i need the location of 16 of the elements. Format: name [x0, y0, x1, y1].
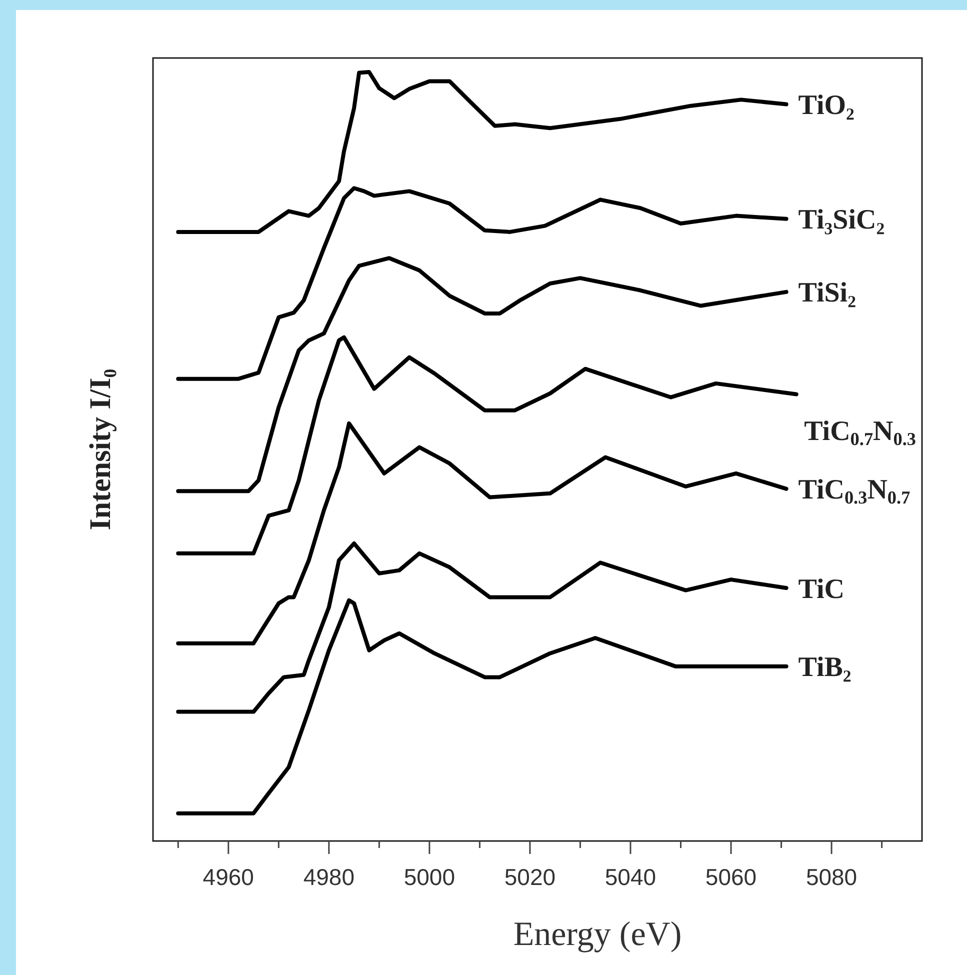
series-label: TiC$_{0.7}$N$_{0.3}$	[804, 416, 916, 450]
series-label: TiC$_{0.3}$N$_{0.7}$	[798, 474, 910, 508]
series-label: Ti₃SiC₂	[798, 204, 885, 236]
y-axis-title: Intensity I/I₀	[84, 368, 117, 530]
x-tick-label: 5080	[806, 864, 858, 890]
x-tick-label: 5000	[404, 864, 456, 890]
series-label: TiC	[798, 574, 844, 605]
x-axis-title: Energy (eV)	[513, 916, 682, 953]
x-tick-label: 5060	[705, 864, 757, 890]
x-tick-label: 4980	[303, 864, 354, 890]
series-label: TiO₂	[798, 90, 854, 122]
series-label: TiSi₂	[798, 278, 856, 309]
series-label: TiB₂	[798, 652, 852, 684]
x-tick-label: 4960	[202, 864, 254, 890]
x-tick-label: 5020	[504, 864, 556, 890]
x-tick-label: 5040	[604, 864, 656, 890]
